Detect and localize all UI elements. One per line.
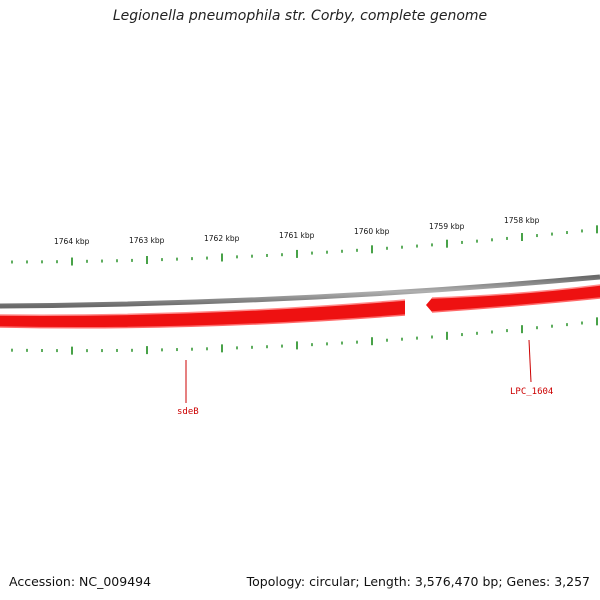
scale-label-1761: 1761 kbp — [279, 231, 315, 240]
scale-label-1760: 1760 kbp — [354, 227, 390, 236]
gene-sdeB-feature[interactable] — [0, 299, 406, 329]
gene-LPC_1604-feature[interactable] — [426, 284, 600, 313]
gene-label-LPC_1604[interactable]: LPC_1604 — [510, 387, 553, 397]
map-title: Legionella pneumophila str. Corby, compl… — [112, 8, 488, 24]
scale-label-1758: 1758 kbp — [504, 216, 540, 225]
gene-label-sdeB[interactable]: sdeB — [177, 407, 199, 417]
genome-summary-text: Topology: circular; Length: 3,576,470 bp… — [246, 574, 590, 589]
genome-backbone — [0, 274, 600, 309]
gene-label-LPC_1604-group[interactable]: LPC_1604 — [510, 339, 553, 397]
accession-text: Accession: NC_009494 — [9, 574, 152, 589]
scale-label-1764: 1764 kbp — [54, 237, 90, 246]
scale-label-1759: 1759 kbp — [429, 222, 465, 231]
LPC_1604-leader-line — [528, 339, 532, 383]
gene-label-sdeB-group[interactable]: sdeB — [177, 360, 199, 417]
scale-label-1762: 1762 kbp — [204, 234, 240, 243]
inner-scale-ticks — [11, 317, 598, 355]
outer-scale-ticks — [11, 225, 598, 266]
scale-labels: 1764 kbp 1763 kbp 1762 kbp 1761 kbp 1760… — [54, 216, 540, 246]
scale-label-1763: 1763 kbp — [129, 236, 165, 245]
